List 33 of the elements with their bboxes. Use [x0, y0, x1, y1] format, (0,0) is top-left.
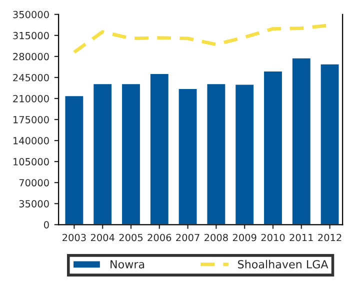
bar — [319, 62, 340, 225]
y-tick-label: 105000 — [14, 158, 49, 166]
bar — [177, 88, 198, 225]
x-tick-label: 2003 — [62, 234, 86, 242]
bar — [234, 83, 255, 225]
legend-label: Nowra — [110, 260, 144, 268]
x-tick-label: 2010 — [261, 234, 285, 242]
y-tick-label: 35000 — [19, 200, 49, 208]
bar — [262, 70, 284, 225]
y-tick-label: 280000 — [13, 52, 49, 60]
x-tick-label: 2007 — [176, 234, 200, 242]
x-tick-label: 2009 — [232, 234, 256, 242]
bar — [149, 72, 170, 225]
bar — [206, 82, 227, 225]
bar — [64, 94, 85, 225]
x-tick-label: 2005 — [119, 234, 143, 242]
x-tick-label: 2012 — [318, 234, 342, 242]
y-tick-label: 140000 — [14, 137, 49, 144]
legend-label: Shoalhaven LGA — [238, 260, 328, 268]
y-tick-label: 0 — [44, 221, 49, 228]
y-tick-label: 245000 — [13, 74, 49, 82]
y-tick-label: 175000 — [14, 116, 49, 124]
bar — [92, 82, 113, 225]
x-tick-label: 2008 — [204, 234, 228, 242]
y-tick-label: 315000 — [13, 32, 49, 40]
bar — [120, 82, 142, 225]
y-tick-label: 350000 — [13, 10, 49, 18]
x-tick-label: 2004 — [90, 234, 114, 242]
x-tick-label: 2011 — [290, 234, 313, 242]
bar — [291, 56, 312, 225]
y-tick-label: 210000 — [13, 94, 49, 102]
x-tick-label: 2006 — [148, 234, 172, 242]
y-tick-label: 70000 — [19, 179, 49, 186]
